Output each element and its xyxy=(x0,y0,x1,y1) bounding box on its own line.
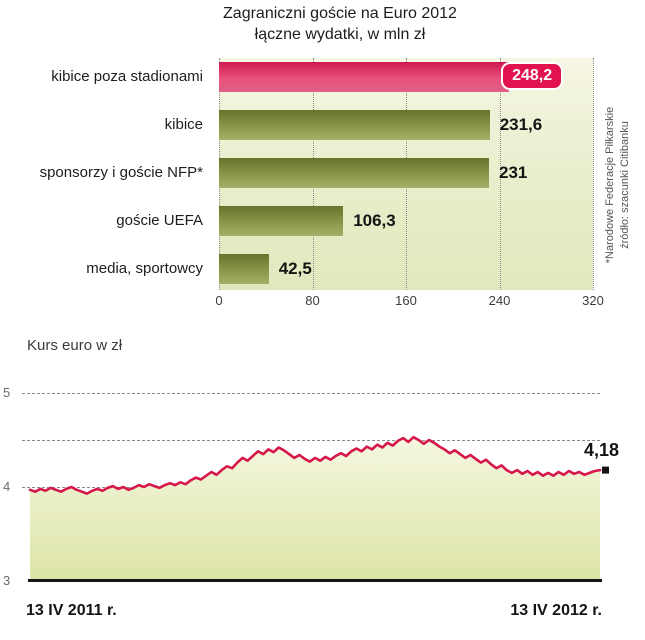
source-note: *Narodowe Federacje Piłkarskie źródło: s… xyxy=(603,60,637,310)
bar-row: 231,6 xyxy=(219,110,593,140)
x-tick-label: 320 xyxy=(582,293,604,308)
bar-chart-subtitle: łączne wydatki, w mln zł xyxy=(254,26,426,43)
end-value-label: 4,18 xyxy=(584,440,620,460)
x-end-label: 13 IV 2012 r. xyxy=(510,602,602,619)
grid-line-horizontal xyxy=(22,393,600,394)
y-tick-label: 5 xyxy=(3,385,11,400)
bar-value-label: 106,3 xyxy=(353,211,396,230)
bar xyxy=(219,110,490,140)
bar xyxy=(219,62,510,92)
end-marker xyxy=(602,466,609,474)
source-note-text: *Narodowe Federacje Piłkarskie źródło: s… xyxy=(603,60,633,310)
x-start-label: 13 IV 2011 r. xyxy=(26,602,117,619)
bar-category-label: media, sportowcy xyxy=(86,260,203,277)
bar-plot-area: 248,2 231,6 231 106,3 42,5 xyxy=(219,58,594,290)
bar-value-label: 42,5 xyxy=(278,259,312,278)
bar xyxy=(219,206,344,236)
line-chart-title: Kurs euro w zł xyxy=(27,337,123,354)
x-tick-label: 160 xyxy=(395,293,417,308)
bar-row: 42,5 xyxy=(219,254,593,284)
x-axis-line xyxy=(28,579,602,582)
bar-row: 231 xyxy=(219,158,593,188)
bar xyxy=(219,254,269,284)
grid-line-vertical xyxy=(593,58,594,290)
area-fill xyxy=(30,437,600,581)
bar xyxy=(219,158,489,188)
bar-value-label: 231,6 xyxy=(499,115,543,134)
x-tick-label: 80 xyxy=(305,293,320,308)
y-tick-label: 4 xyxy=(3,479,11,494)
bar-row: 248,2 xyxy=(219,62,593,92)
bar-x-axis: 0 80 160 240 320 xyxy=(215,293,603,309)
grid-line-vertical xyxy=(499,58,501,290)
bar-chart-title: Zagraniczni goście na Euro 2012 xyxy=(223,5,457,22)
line-plot-area xyxy=(28,393,609,581)
grid-line-horizontal xyxy=(22,440,600,441)
bar-row: 106,3 xyxy=(219,206,593,236)
source-note-line2: źródło: szacunki Citibanku xyxy=(619,121,631,249)
bar-category-label: sponsorzy i goście NFP* xyxy=(39,164,203,181)
bar-value-label: 231 xyxy=(499,163,528,182)
x-tick-label: 0 xyxy=(215,293,223,308)
bar-value-badge: 248,2 xyxy=(501,62,564,90)
bar-category-label: kibice poza stadionami xyxy=(51,68,203,85)
bar-category-label: kibice xyxy=(164,116,203,133)
y-tick-label: 3 xyxy=(3,573,11,588)
x-tick-label: 240 xyxy=(488,293,511,308)
euro-rate-chart xyxy=(28,435,609,581)
source-note-line1: *Narodowe Federacje Piłkarskie xyxy=(604,106,616,264)
euro-rate-line xyxy=(28,435,602,495)
bar-category-labels: kibice poza stadionami kibice sponsorzy i … xyxy=(0,58,211,290)
bar-category-label: goście UEFA xyxy=(116,212,203,229)
